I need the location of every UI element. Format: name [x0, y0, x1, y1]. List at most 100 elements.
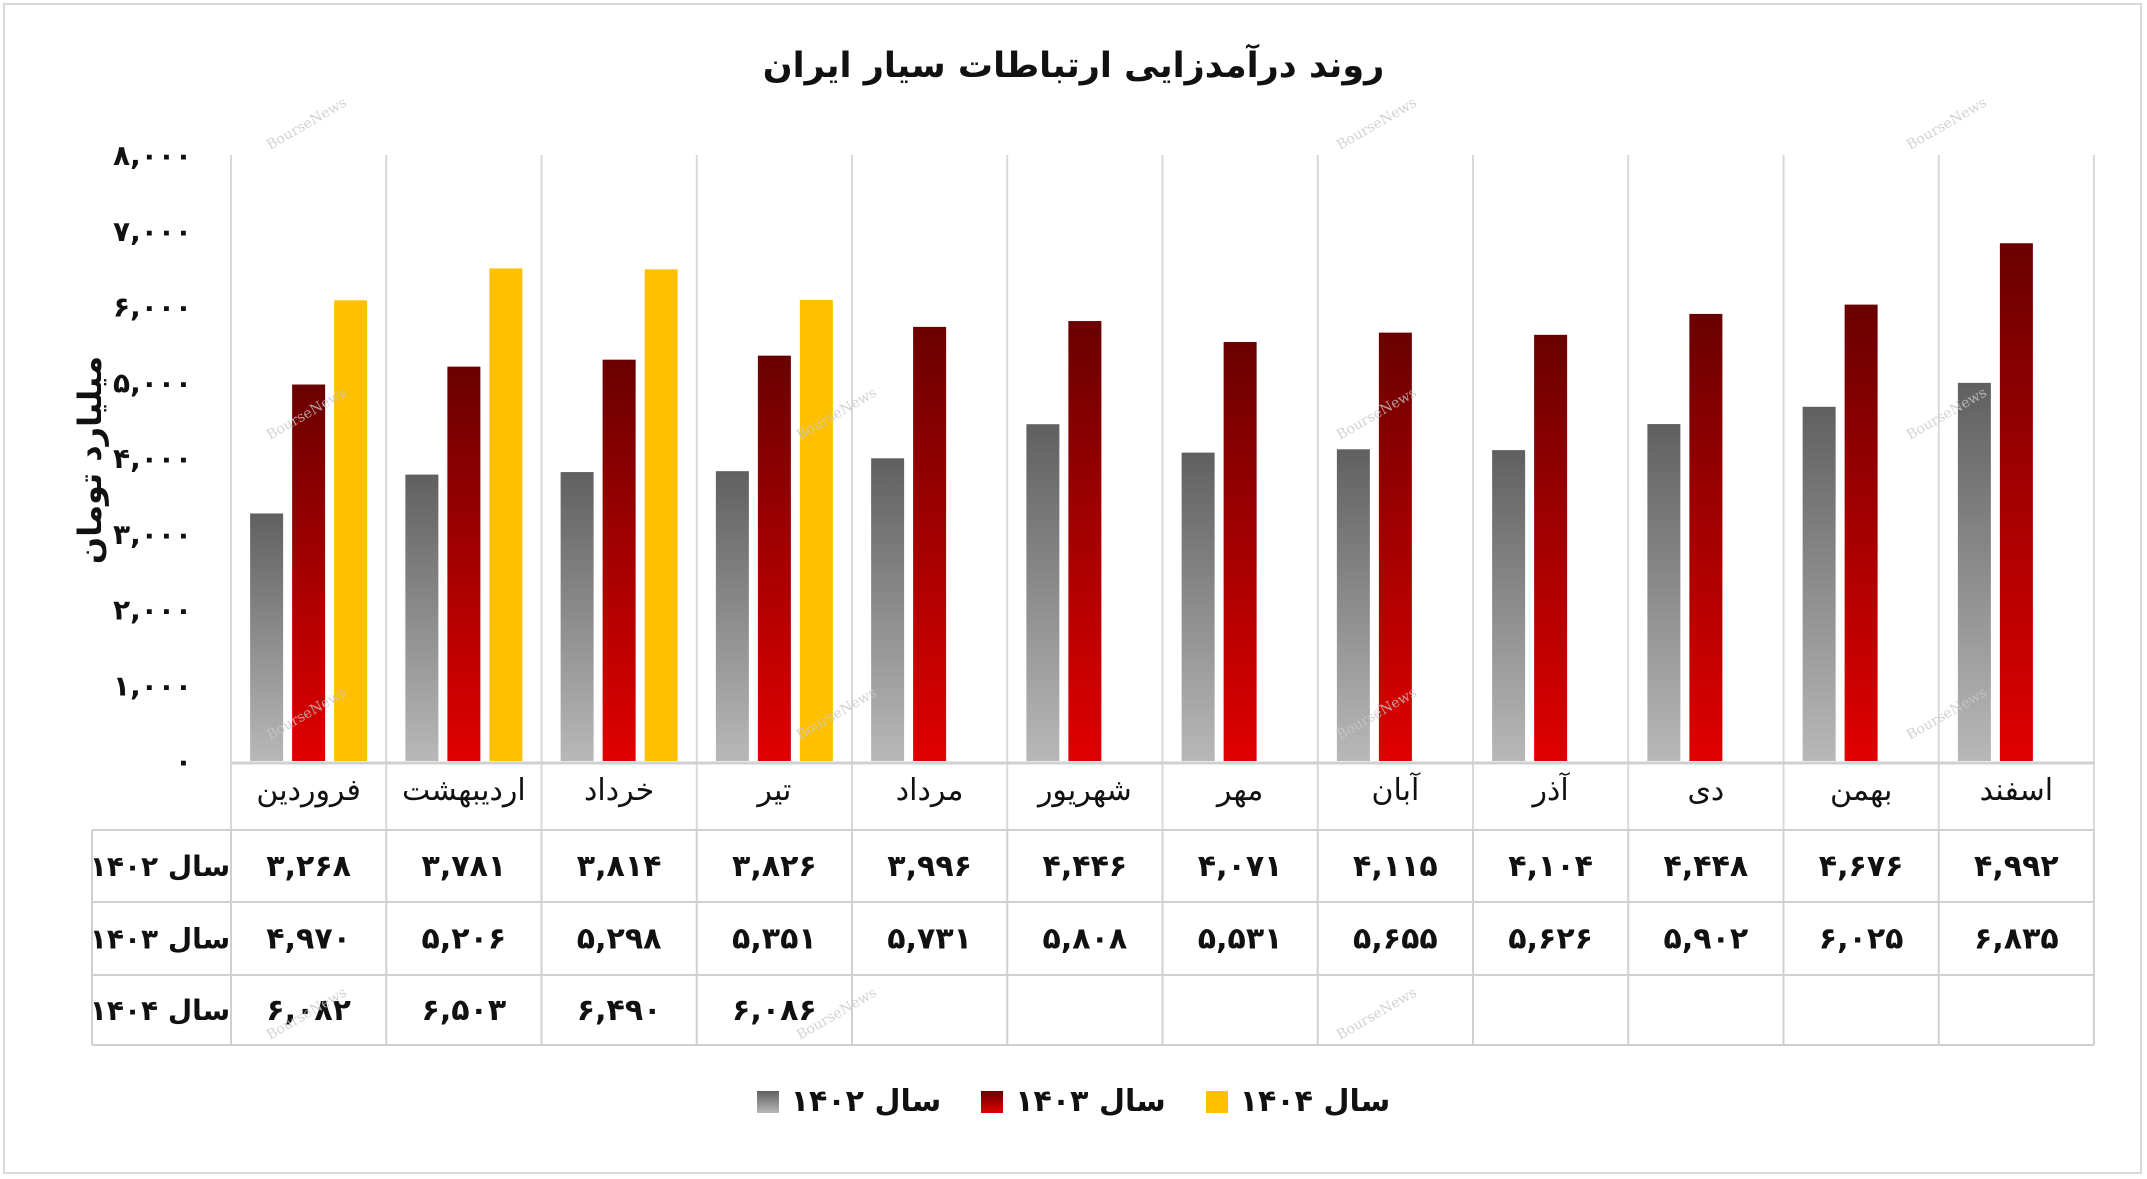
category-label: بهمن	[1830, 773, 1892, 808]
y-tick-label: ۰	[175, 745, 192, 778]
bar	[1802, 406, 1836, 761]
legend-swatch	[756, 1090, 779, 1113]
category-label: اردیبهشت	[402, 773, 526, 808]
bar	[1181, 452, 1215, 761]
table-cell-value: ۴,۹۷۰	[266, 922, 351, 957]
table-cells: سال ۱۴۰۲ ۳,۲۶۸ ۳,۷۸۱ ۳,۸۱۴ ۳,۸۲۶ ۳,۹۹۶ ۴,۴۴۶ ۴,…	[90, 849, 2059, 1028]
y-tick-label: ۵,۰۰۰	[113, 366, 192, 399]
table-cell-value: ۵,۹۰۲	[1664, 922, 1749, 957]
table-row-label: سال ۱۴۰۳	[90, 923, 230, 956]
bar	[871, 458, 905, 761]
bar	[1957, 382, 1991, 761]
bar	[447, 366, 481, 761]
table-cell-value: ۶,۰۸۲	[266, 993, 351, 1028]
bar	[560, 472, 594, 761]
table-cell-value: ۵,۲۰۶	[422, 922, 507, 957]
category-label: مرداد	[896, 773, 964, 808]
table-row-label: سال ۱۴۰۲	[90, 850, 230, 883]
y-tick-label: ۳,۰۰۰	[113, 518, 192, 551]
bar	[1534, 334, 1568, 761]
bar	[405, 474, 439, 761]
bar	[1068, 321, 1102, 761]
watermark: BourseNews	[264, 95, 350, 154]
category-label: آبان	[1371, 772, 1421, 808]
bar	[1999, 243, 2033, 761]
table-cell-value: ۵,۶۲۶	[1508, 922, 1593, 957]
y-axis-ticks: ۰ ۱,۰۰۰ ۲,۰۰۰ ۳,۰۰۰ ۴,۰۰۰ ۵,۰۰۰ ۶,۰۰۰ ۷,۰۰۰ ۸,۰۰…	[113, 139, 192, 778]
bar	[334, 300, 368, 761]
legend-swatch	[981, 1090, 1004, 1113]
category-label: شهریور	[1036, 773, 1132, 808]
legend-item: سال ۱۴۰۴	[1205, 1084, 1391, 1119]
legend-label: سال ۱۴۰۲	[790, 1084, 942, 1119]
table-cell-value: ۴,۱۱۵	[1353, 849, 1438, 884]
bar	[1844, 304, 1878, 761]
bar	[1647, 424, 1681, 761]
table-cell-value: ۶,۸۳۵	[1974, 922, 2059, 957]
table-cell-value: ۵,۸۰۸	[1043, 922, 1128, 957]
table-cell-value: ۳,۲۶۸	[266, 849, 351, 884]
category-label: خرداد	[584, 773, 654, 808]
y-tick-label: ۸,۰۰۰	[113, 139, 192, 172]
table-cell-value: ۴,۰۷۱	[1198, 849, 1283, 884]
legend-item: سال ۱۴۰۲	[756, 1084, 942, 1119]
table-cell-value: ۵,۲۹۸	[577, 922, 662, 957]
bars	[250, 243, 2033, 761]
y-tick-label: ۲,۰۰۰	[113, 594, 192, 627]
bar	[250, 513, 284, 761]
bar	[1336, 449, 1370, 761]
category-labels: فروردین اردیبهشت خرداد تیر مرداد شهریور مهر آبا…	[256, 772, 2053, 808]
table-cell-value: ۳,۹۹۶	[887, 849, 972, 884]
table-cell-value: ۴,۹۹۲	[1974, 849, 2059, 884]
legend-swatch	[1205, 1090, 1228, 1113]
watermark: BourseNews	[1334, 985, 1420, 1044]
watermark: BourseNews	[1904, 95, 1990, 154]
table-cell-value: ۴,۴۴۶	[1043, 849, 1128, 884]
bar	[799, 299, 833, 761]
table-cell-value: ۳,۸۱۴	[577, 849, 662, 884]
bar	[292, 384, 326, 761]
table-cell-value: ۴,۶۷۶	[1819, 849, 1904, 884]
table-cell-value: ۵,۵۳۱	[1198, 922, 1283, 957]
data-table	[91, 829, 2095, 1046]
table-cell-value: ۵,۳۵۱	[732, 922, 817, 957]
table-cell-value: ۳,۸۲۶	[732, 849, 817, 884]
y-tick-label: ۶,۰۰۰	[113, 291, 192, 324]
grid-lines	[230, 155, 2095, 830]
chart-title: روند درآمدزایی ارتباطات سیار ایران	[762, 46, 1385, 86]
table-cell-value: ۳,۷۸۱	[422, 849, 507, 884]
watermark: BourseNews	[1334, 95, 1420, 154]
y-tick-label: ۴,۰۰۰	[113, 442, 192, 475]
bar	[602, 359, 636, 761]
legend-item: سال ۱۴۰۳	[981, 1084, 1166, 1119]
category-label: آذر	[1531, 772, 1571, 808]
bar	[1689, 313, 1723, 761]
table-cell-value: ۶,۰۲۵	[1819, 922, 1904, 957]
table-cell-value: ۵,۷۳۱	[887, 922, 972, 957]
table-cell-value: ۴,۱۰۴	[1508, 849, 1593, 884]
table-cell-value: ۴,۴۴۸	[1664, 849, 1749, 884]
bar	[913, 326, 947, 761]
bar	[715, 471, 749, 761]
bar	[644, 269, 678, 761]
category-label: دی	[1687, 773, 1724, 808]
legend-label: سال ۱۴۰۳	[1015, 1084, 1166, 1119]
legend-label: سال ۱۴۰۴	[1239, 1084, 1391, 1119]
table-row-label: سال ۱۴۰۴	[90, 994, 230, 1027]
table-cell-value: ۶,۰۸۶	[732, 993, 817, 1028]
table-cell-value: ۶,۵۰۳	[422, 993, 507, 1028]
table-cell-value: ۶,۴۹۰	[577, 993, 662, 1028]
category-label: فروردین	[256, 773, 360, 808]
bar	[757, 355, 791, 761]
category-label: اسفند	[1980, 773, 2053, 808]
bar	[1378, 332, 1412, 761]
bar	[489, 268, 523, 761]
bar	[1026, 424, 1060, 761]
table-cell-value: ۵,۶۵۵	[1353, 922, 1438, 957]
legend: سال ۱۴۰۴ سال ۱۴۰۳ سال ۱۴۰۲	[0, 1084, 2147, 1119]
category-label: تیر	[755, 773, 791, 808]
bar	[1492, 450, 1526, 761]
bar	[1223, 342, 1257, 761]
category-label: مهر	[1215, 773, 1263, 808]
